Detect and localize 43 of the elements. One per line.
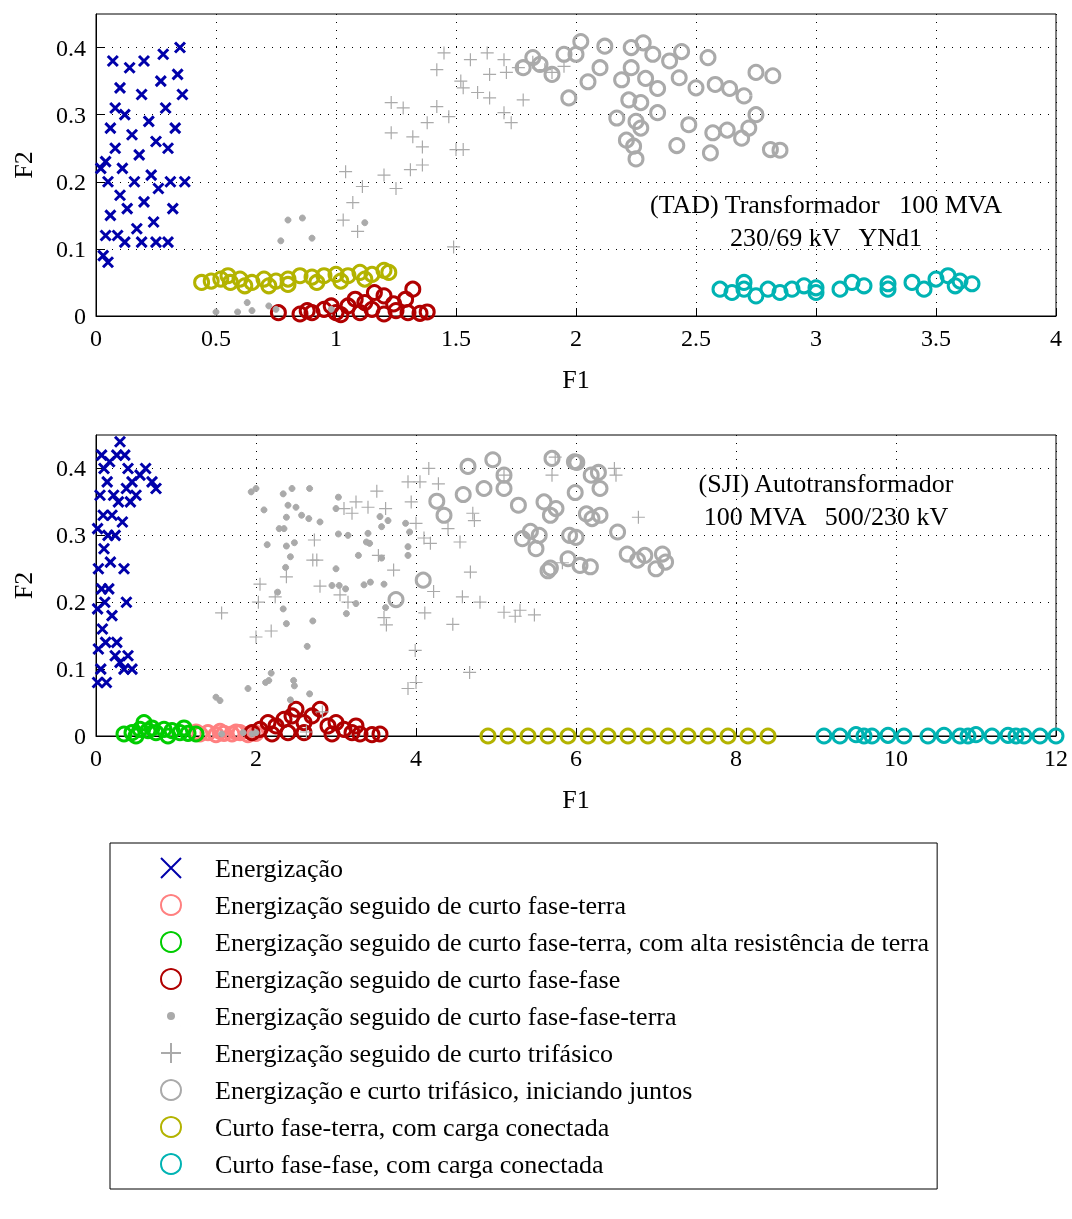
legend-label: Energização seguido de curto fase-fase-terra — [215, 1001, 677, 1031]
y-tick-label: 0.2 — [56, 589, 86, 616]
x-tick-label: 4 — [1050, 325, 1062, 351]
x-tick-label: 6 — [570, 745, 582, 771]
legend-label: Energização seguido de curto fase-terra — [215, 890, 627, 920]
legend-label: Energização e curto trifásico, iniciando juntos — [215, 1075, 693, 1105]
y-tick-label: 0.1 — [56, 656, 86, 683]
x-tick-label: 4 — [410, 745, 422, 771]
y-tick-label: 0.2 — [56, 168, 86, 195]
y-tick-label: 0.1 — [56, 235, 86, 262]
y-tick-label: 0.3 — [56, 522, 86, 549]
legend-label: Energização seguido de curto trifásico — [215, 1038, 614, 1068]
x-tick-label: 1.5 — [441, 325, 471, 351]
y-axis-title: F2 — [8, 571, 38, 600]
x-tick-label: 2.5 — [681, 325, 711, 351]
x-tick-label: 1 — [330, 325, 342, 351]
y-tick-label: 0.3 — [56, 101, 86, 128]
x-tick-label: 2 — [250, 745, 262, 771]
x-tick-label: 10 — [884, 745, 908, 771]
x-tick-label: 3.5 — [921, 325, 951, 351]
legend-label: Energização seguido de curto fase-terra, com alta resistência de terra — [215, 927, 930, 957]
y-tick-label: 0.4 — [56, 455, 86, 482]
legend-label: Curto fase-terra, com carga conectada — [215, 1112, 610, 1142]
legend-label: Energização seguido de curto fase-fase — [215, 964, 621, 994]
annotation: 230/69 kV YNd1 — [729, 222, 923, 252]
legend-label: Energização — [215, 853, 343, 883]
annotation: (SJI) Autotransformador — [698, 468, 954, 498]
x-tick-label: 0 — [90, 325, 102, 351]
x-tick-label: 12 — [1044, 745, 1068, 771]
x-axis-title: F1 — [562, 364, 590, 394]
legend-label: Curto fase-fase, com carga conectada — [215, 1149, 605, 1179]
annotation: 100 MVA 500/230 kV — [703, 501, 949, 531]
annotation: (TAD) Transformador 100 MVA — [649, 189, 1003, 219]
x-tick-label: 0.5 — [201, 325, 231, 351]
x-tick-label: 3 — [810, 325, 822, 351]
y-axis-title: F2 — [8, 151, 38, 179]
x-tick-label: 2 — [570, 325, 582, 351]
x-axis-title: F1 — [562, 784, 590, 814]
y-tick-label: 0 — [74, 723, 86, 749]
x-tick-label: 8 — [730, 745, 742, 771]
x-tick-label: 0 — [90, 745, 102, 771]
y-tick-label: 0 — [74, 303, 86, 329]
y-tick-label: 0.4 — [56, 34, 86, 61]
